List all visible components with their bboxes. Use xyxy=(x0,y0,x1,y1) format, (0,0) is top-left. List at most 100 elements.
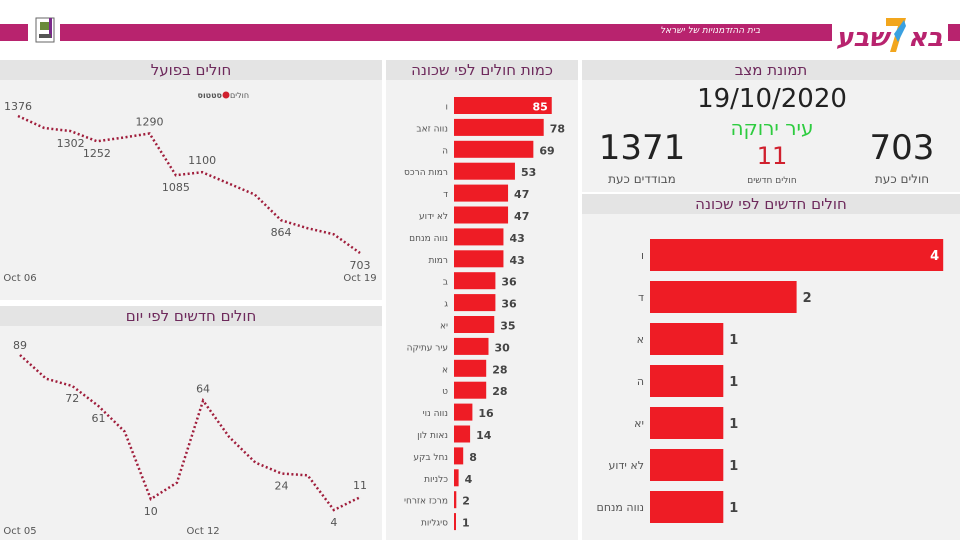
data-label: 89 xyxy=(13,339,27,352)
bar xyxy=(454,97,552,114)
value-label: 1 xyxy=(729,501,738,516)
beer-sheva-logo: שבע בא xyxy=(834,14,944,54)
value-label: 28 xyxy=(492,363,507,376)
category-label: לא ידוע xyxy=(419,212,448,222)
value-label: 1 xyxy=(729,375,738,390)
value-label: 43 xyxy=(509,232,524,245)
category-label: ד xyxy=(638,291,644,304)
series-line xyxy=(19,354,361,512)
bar xyxy=(454,250,504,268)
bar xyxy=(454,206,509,224)
data-label: 72 xyxy=(65,392,79,405)
value-label: 1 xyxy=(729,459,738,474)
category-label: ה xyxy=(637,375,644,388)
category-label: ג xyxy=(444,300,448,310)
data-label: 1376 xyxy=(4,100,32,113)
category-label: נווה מנחם xyxy=(597,501,644,514)
x-tick-label: Oct 05 xyxy=(3,526,36,537)
x-tick-label: Oct 12 xyxy=(186,526,219,537)
cases-by-neighborhood-title: כמות חולים לפי שכונה xyxy=(386,60,578,80)
category-label: א xyxy=(442,365,448,375)
value-label: 47 xyxy=(514,210,529,223)
category-label: ה xyxy=(442,146,448,156)
category-label: יא xyxy=(634,417,644,430)
category-label: רמות xyxy=(428,256,448,266)
data-label: 64 xyxy=(196,383,210,396)
new-cases-value: 11 xyxy=(756,142,788,170)
legend-marker xyxy=(222,91,230,99)
value-label: 1 xyxy=(729,417,738,432)
bar xyxy=(454,491,457,509)
data-label: 1085 xyxy=(162,181,190,194)
data-label: 24 xyxy=(275,480,289,493)
data-label: 10 xyxy=(144,505,158,518)
data-label: 11 xyxy=(353,479,367,492)
value-label: 36 xyxy=(501,298,517,311)
category-label: נווה מנחם xyxy=(409,234,448,244)
city-status: עיר ירוקה xyxy=(730,116,814,140)
category-label: א xyxy=(637,333,644,346)
bar xyxy=(454,513,456,531)
daily-new-chart: 89 72 61 10 64 24 4 11 Oct 05 Oct 12 xyxy=(3,339,367,537)
value-label: 28 xyxy=(492,385,507,398)
category-label: יא xyxy=(440,322,448,332)
daily-new-panel: חולים חדשים לפי יום 89 72 61 10 64 24 4 11 Oct 0… xyxy=(0,306,382,540)
bar xyxy=(454,381,487,399)
bar xyxy=(650,491,724,523)
category-label: רמות הרכס xyxy=(404,168,448,178)
bar xyxy=(650,323,724,355)
data-label: 1290 xyxy=(136,116,164,129)
value-label: 30 xyxy=(495,341,511,354)
value-label: 69 xyxy=(539,144,554,157)
data-label: 864 xyxy=(271,226,292,239)
category-label: כלניות xyxy=(424,475,448,485)
legend-title: סטטוס xyxy=(198,91,223,100)
bar xyxy=(454,337,489,355)
bar xyxy=(650,407,724,439)
value-label: 43 xyxy=(509,254,524,267)
category-label: נווה נוי xyxy=(423,409,448,419)
value-label: 2 xyxy=(462,495,470,508)
value-label: 1 xyxy=(729,333,738,348)
value-label: 4 xyxy=(465,473,473,486)
value-label: 4 xyxy=(930,249,939,264)
header-band-left xyxy=(0,24,28,41)
svg-text:שבע: שבע xyxy=(836,23,892,53)
bar xyxy=(454,162,515,180)
data-label: 1302 xyxy=(57,137,85,150)
value-label: 47 xyxy=(514,188,529,201)
bar xyxy=(650,365,724,397)
bar xyxy=(454,359,487,377)
category-label: לא ידוע xyxy=(609,459,644,472)
active-cases-title: חולים בפועל xyxy=(0,60,382,80)
category-label: עיר עתיקה xyxy=(407,343,448,353)
isolated-label: מבודדים כעת xyxy=(608,172,676,186)
value-label: 14 xyxy=(476,429,492,442)
value-label: 8 xyxy=(469,451,477,464)
bar xyxy=(454,184,509,202)
series-line xyxy=(17,114,361,255)
new-by-neighborhood-panel: חולים חדשים לפי שכונה ו 4 ד 2 א 1 ה 1 יא 1 לא ידוע… xyxy=(582,194,960,540)
bar xyxy=(454,294,496,312)
category-label: ד xyxy=(443,190,448,200)
value-label: 35 xyxy=(500,320,515,333)
value-label: 16 xyxy=(478,407,494,420)
svg-text:בא: בא xyxy=(908,23,943,53)
legend-item-cases: חולים xyxy=(230,91,249,100)
x-tick-label: Oct 06 xyxy=(3,273,36,284)
data-label: 703 xyxy=(350,259,371,272)
value-label: 85 xyxy=(532,101,547,114)
bar xyxy=(650,281,797,313)
category-label: נחל בקע xyxy=(413,453,448,463)
snapshot-panel: תמונת מצב 19/10/2020 עיר ירוקה 11 חולים … xyxy=(582,60,960,192)
cases-by-neighborhood-panel: כמות חולים לפי שכונה ו 85 נווה זאב 78 ה 69 רמו… xyxy=(386,60,578,540)
category-label: ט xyxy=(442,387,448,397)
bar xyxy=(454,118,544,136)
isolated-value: 1371 xyxy=(598,128,686,168)
bar xyxy=(454,447,464,465)
category-label: סיגליות xyxy=(421,519,448,529)
category-label: ו xyxy=(446,103,448,113)
data-label: 4 xyxy=(330,516,337,529)
new-by-neighborhood-chart: ו 4 ד 2 א 1 ה 1 יא 1 לא ידוע 1 נווה מנחם 1 xyxy=(597,239,944,523)
